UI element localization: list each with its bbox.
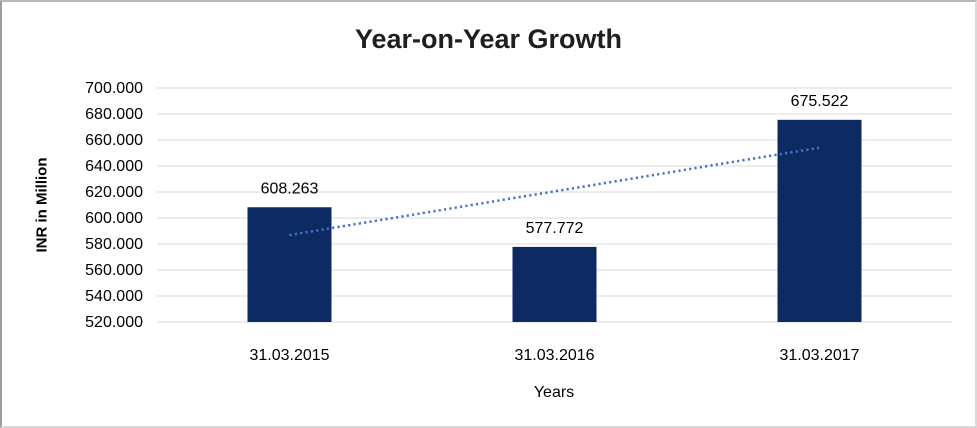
bar-data-label: 608.263 bbox=[261, 180, 319, 197]
bar bbox=[512, 246, 597, 322]
bar bbox=[247, 207, 332, 322]
x-category-label: 31.03.2016 bbox=[514, 347, 594, 364]
y-tick-label: 680.000 bbox=[85, 106, 143, 123]
y-tick-label: 580.000 bbox=[85, 236, 143, 253]
y-tick-label: 620.000 bbox=[85, 184, 143, 201]
y-tick-label: 560.000 bbox=[85, 262, 143, 279]
bar-data-label: 675.522 bbox=[791, 93, 849, 110]
chart-title: Year-on-Year Growth bbox=[354, 24, 623, 54]
bar-data-labels: 608.263 577.772 675.522 bbox=[261, 93, 849, 237]
y-tick-label: 660.000 bbox=[85, 132, 143, 149]
y-tick-labels: 520.000 540.000 560.000 580.000 600.000 620.0… bbox=[85, 80, 143, 331]
bars bbox=[247, 119, 862, 322]
y-tick-label: 640.000 bbox=[85, 158, 143, 175]
y-tick-label: 520.000 bbox=[85, 314, 143, 331]
bar-data-label: 577.772 bbox=[526, 220, 584, 237]
y-tick-label: 600.000 bbox=[85, 210, 143, 227]
y-tick-label: 700.000 bbox=[85, 80, 143, 97]
bar bbox=[777, 119, 862, 322]
x-category-label: 31.03.2015 bbox=[249, 347, 329, 364]
x-category-label: 31.03.2017 bbox=[779, 347, 859, 364]
x-axis-title: Years bbox=[533, 384, 575, 401]
x-category-labels: 31.03.2015 31.03.2016 31.03.2017 bbox=[249, 347, 859, 364]
y-tick-label: 540.000 bbox=[85, 288, 143, 305]
